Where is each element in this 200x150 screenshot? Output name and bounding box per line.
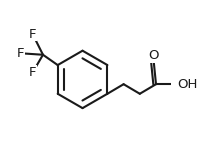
Text: F: F xyxy=(29,28,36,41)
Text: O: O xyxy=(149,49,159,62)
Text: F: F xyxy=(17,47,25,60)
Text: F: F xyxy=(29,66,36,79)
Text: OH: OH xyxy=(177,78,197,91)
